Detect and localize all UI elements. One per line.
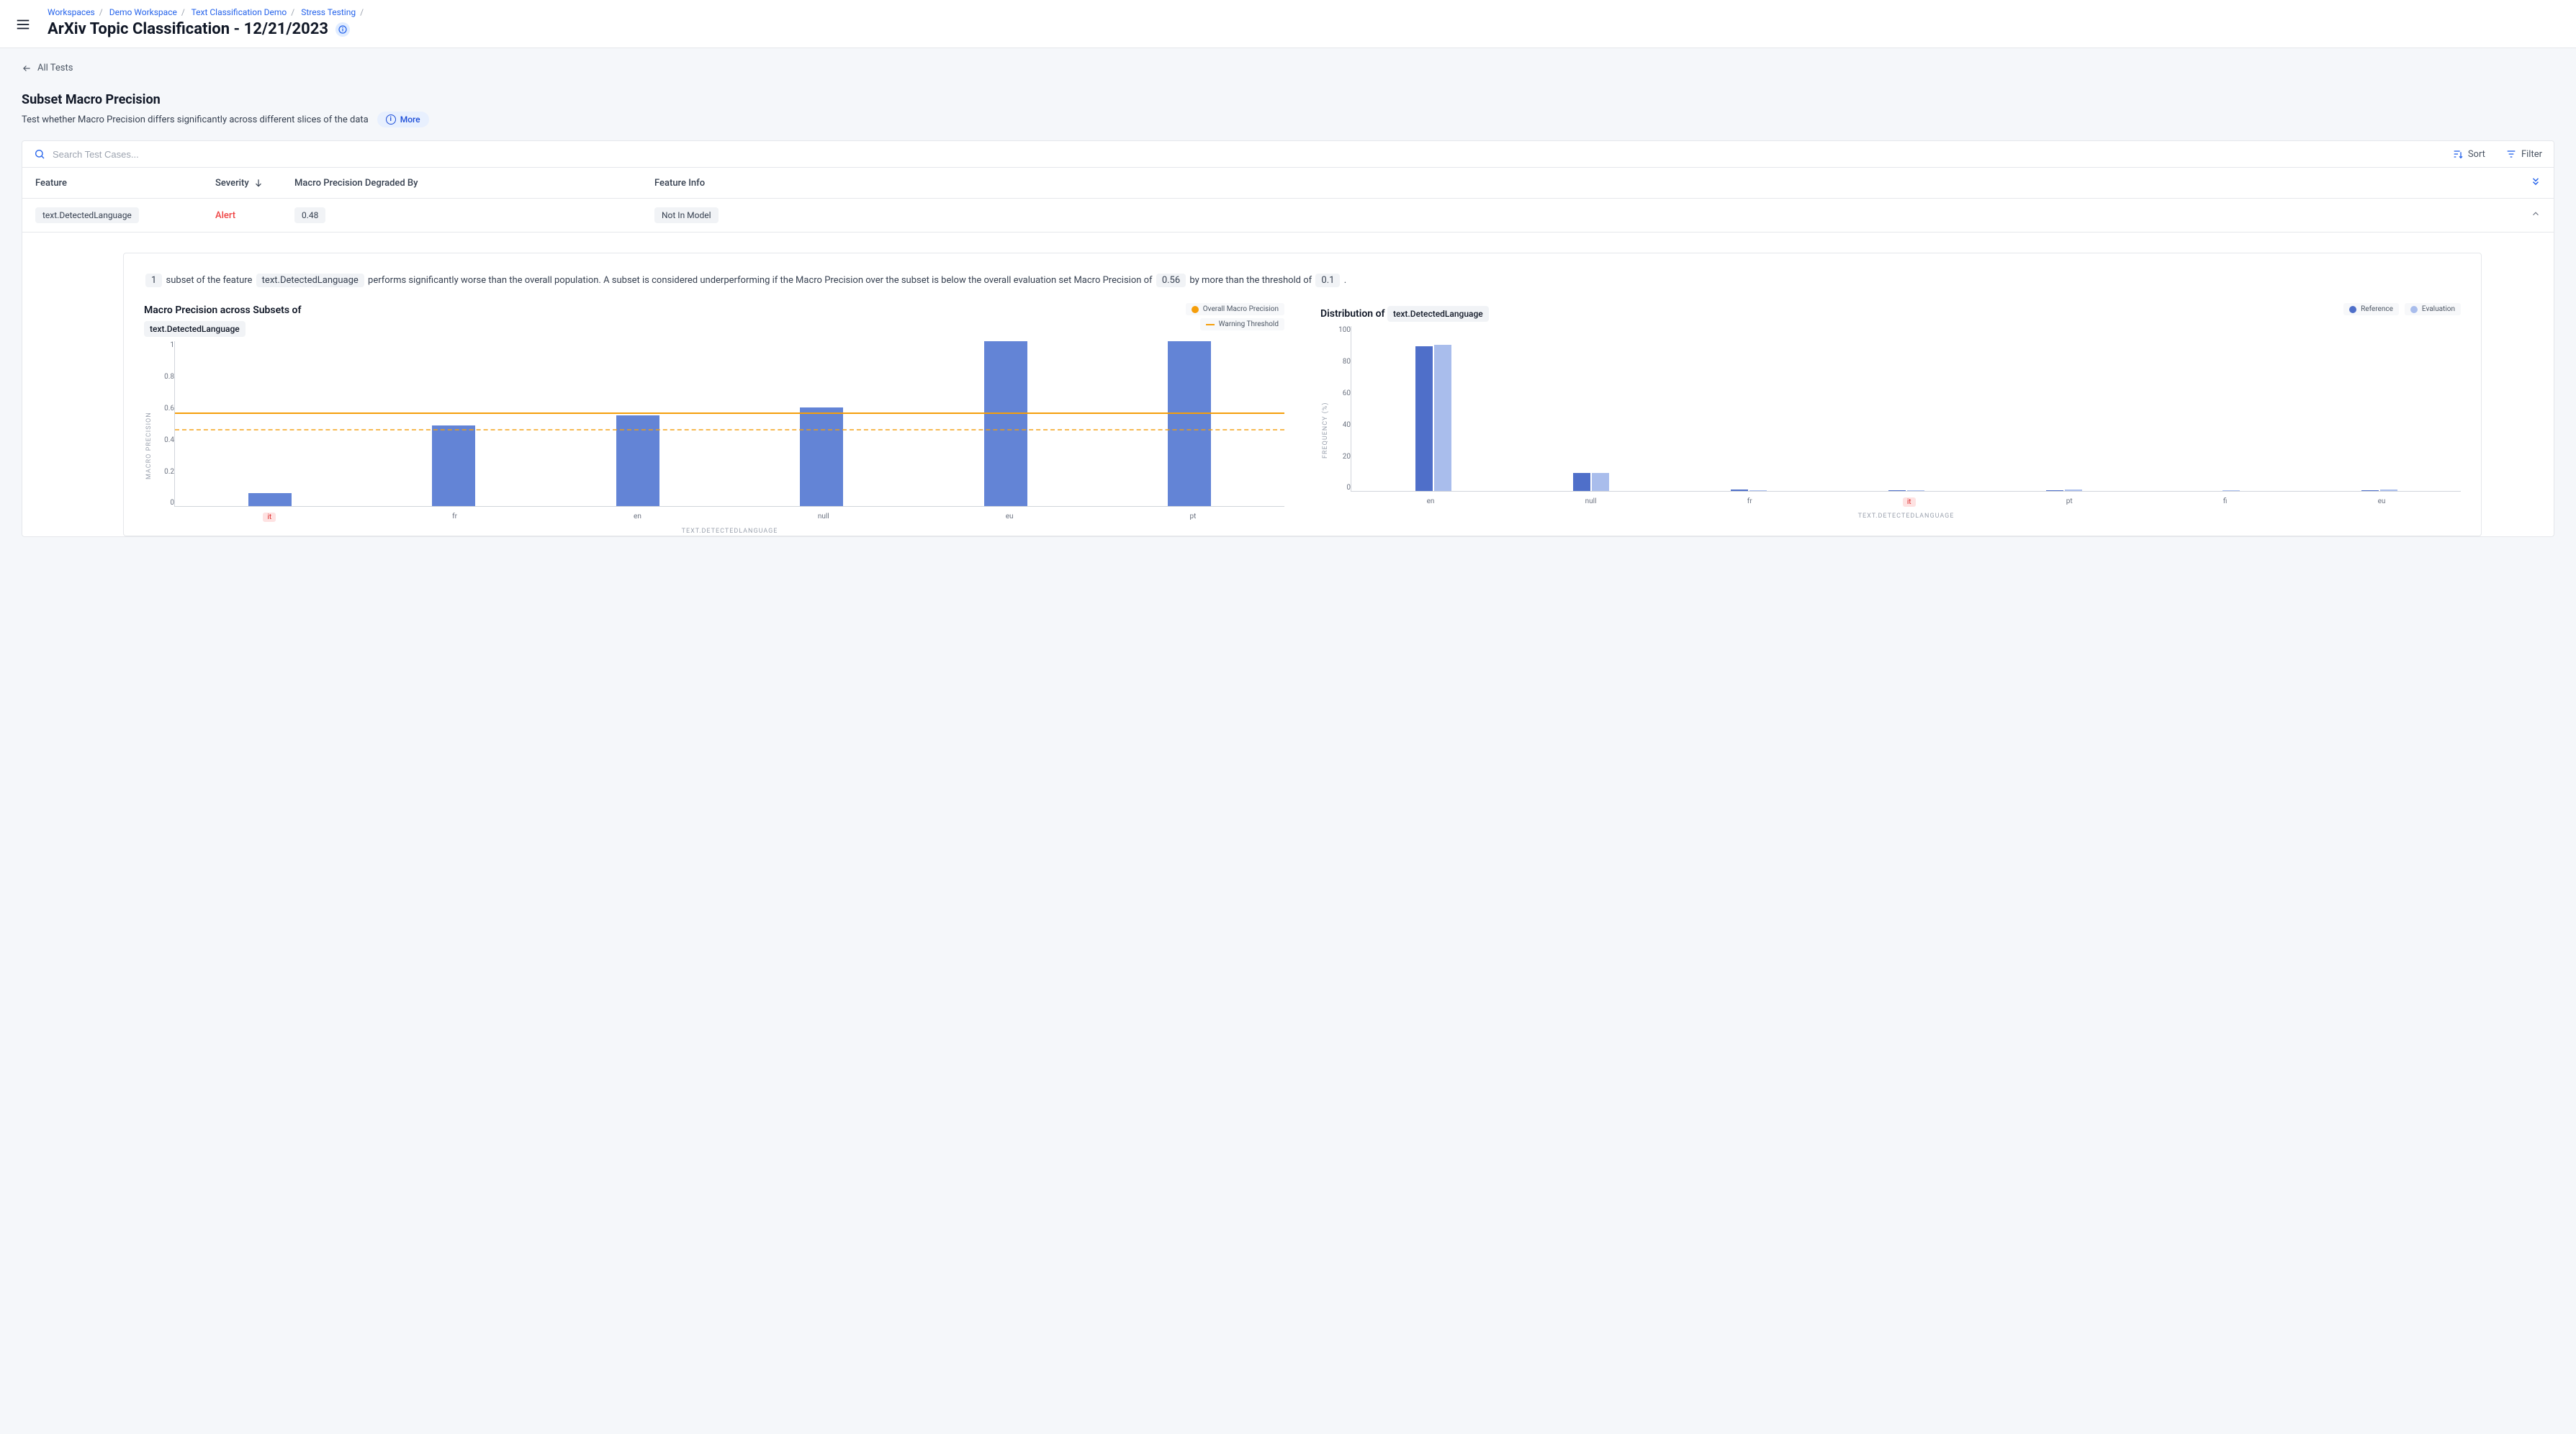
y-axis-label: MACRO PRECISION bbox=[144, 341, 153, 528]
more-label: More bbox=[400, 114, 420, 125]
page-title: ArXiv Topic Classification - 12/21/2023 bbox=[48, 20, 328, 38]
hamburger-menu[interactable] bbox=[9, 10, 37, 39]
bar-evaluation[interactable] bbox=[1907, 490, 1924, 491]
collapse-row-button[interactable] bbox=[2512, 209, 2541, 222]
search-icon bbox=[34, 148, 45, 160]
bar-reference[interactable] bbox=[2046, 490, 2063, 491]
chevron-up-icon bbox=[2531, 209, 2541, 219]
legend-overall: Overall Macro Precision bbox=[1186, 303, 1284, 315]
filter-label: Filter bbox=[2521, 149, 2542, 160]
breadcrumb-link[interactable]: Stress Testing bbox=[301, 7, 356, 17]
chart-title-chip: text.DetectedLanguage bbox=[144, 321, 246, 337]
table-header: Feature Severity Macro Precision Degrade… bbox=[22, 168, 2554, 199]
feature-info-chip: Not In Model bbox=[654, 207, 719, 223]
degraded-value: 0.48 bbox=[294, 207, 325, 223]
section-title: Subset Macro Precision bbox=[22, 92, 2554, 107]
bar-evaluation[interactable] bbox=[1592, 473, 1609, 491]
more-button[interactable]: i More bbox=[377, 112, 429, 127]
double-chevron-down-icon bbox=[2531, 176, 2541, 186]
back-arrow-icon bbox=[22, 63, 32, 73]
bar[interactable] bbox=[432, 425, 475, 506]
section-subtitle: Test whether Macro Precision differs sig… bbox=[22, 114, 369, 125]
breadcrumb-link[interactable]: Workspaces bbox=[48, 7, 95, 17]
y-ticks: 10.80.60.40.20 bbox=[153, 341, 174, 528]
chart-title-chip: text.DetectedLanguage bbox=[1387, 306, 1489, 322]
col-feature[interactable]: Feature bbox=[35, 178, 215, 189]
back-link[interactable]: All Tests bbox=[22, 63, 2554, 73]
bar[interactable] bbox=[248, 493, 292, 506]
col-severity[interactable]: Severity bbox=[215, 178, 294, 189]
y-axis-label: FREQUENCY (%) bbox=[1320, 326, 1329, 513]
distribution-chart: Distribution of text.DetectedLanguage Re… bbox=[1320, 303, 2461, 528]
bar-reference[interactable] bbox=[1573, 473, 1590, 491]
bar-evaluation[interactable] bbox=[2065, 490, 2082, 491]
legend-threshold: Warning Threshold bbox=[1200, 318, 1284, 330]
chart-title-text: Distribution of bbox=[1320, 308, 1384, 320]
bar-evaluation[interactable] bbox=[1434, 345, 1451, 492]
arrow-down-icon bbox=[253, 178, 264, 188]
severity-value: Alert bbox=[215, 210, 294, 221]
detail-panel: 1 subset of the feature text.DetectedLan… bbox=[123, 253, 2482, 536]
x-axis-label: TEXT.DETECTEDLANGUAGE bbox=[1351, 513, 2461, 520]
bar-evaluation[interactable] bbox=[2223, 490, 2240, 491]
sort-button[interactable]: Sort bbox=[2452, 148, 2485, 160]
feature-chip: text.DetectedLanguage bbox=[35, 207, 139, 223]
breadcrumb-link[interactable]: Text Classification Demo bbox=[192, 7, 287, 17]
bar-reference[interactable] bbox=[1888, 490, 1906, 491]
macro-precision-chart: Macro Precision across Subsets of text.D… bbox=[144, 303, 1284, 528]
breadcrumb-link[interactable]: Demo Workspace bbox=[109, 7, 177, 17]
bar-evaluation[interactable] bbox=[1749, 490, 1767, 491]
sort-label: Sort bbox=[2468, 149, 2485, 160]
bar-evaluation[interactable] bbox=[2380, 490, 2397, 491]
filter-button[interactable]: Filter bbox=[2505, 148, 2542, 160]
legend-evaluation: Evaluation bbox=[2405, 303, 2461, 315]
y-ticks: 100806040200 bbox=[1329, 326, 1351, 513]
col-metric[interactable]: Macro Precision Degraded By bbox=[294, 178, 654, 189]
bar-reference[interactable] bbox=[1415, 346, 1433, 492]
breadcrumb: Workspaces/ Demo Workspace/ Text Classif… bbox=[48, 6, 2563, 17]
table-row[interactable]: text.DetectedLanguage Alert 0.48 Not In … bbox=[22, 199, 2554, 233]
detail-text: 1 subset of the feature text.DetectedLan… bbox=[144, 272, 2461, 289]
chart-title-text: Macro Precision across Subsets of bbox=[144, 305, 301, 316]
bar[interactable] bbox=[800, 407, 843, 506]
info-icon: i bbox=[386, 114, 396, 125]
back-link-label: All Tests bbox=[37, 63, 73, 73]
info-icon[interactable] bbox=[335, 22, 350, 37]
bar-reference[interactable] bbox=[1731, 490, 1748, 491]
collapse-all-button[interactable] bbox=[2512, 176, 2541, 189]
bar[interactable] bbox=[984, 341, 1027, 506]
col-info[interactable]: Feature Info bbox=[654, 178, 2512, 189]
bar[interactable] bbox=[1168, 341, 1211, 506]
x-axis-label: TEXT.DETECTEDLANGUAGE bbox=[175, 528, 1284, 535]
bar-reference[interactable] bbox=[2361, 490, 2379, 491]
sort-icon bbox=[2452, 148, 2464, 160]
legend-reference: Reference bbox=[2343, 303, 2399, 315]
search-input[interactable] bbox=[53, 149, 2432, 160]
filter-icon bbox=[2505, 148, 2517, 160]
